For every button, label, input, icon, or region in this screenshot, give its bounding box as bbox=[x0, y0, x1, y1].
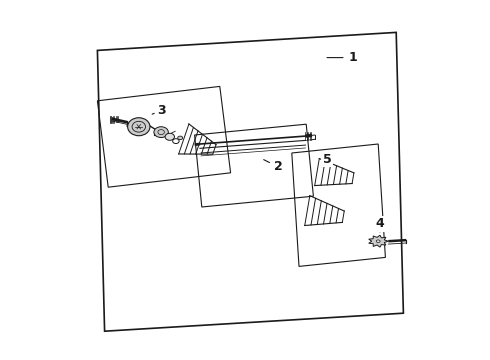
Text: 5: 5 bbox=[323, 153, 331, 166]
Text: 3: 3 bbox=[157, 104, 166, 117]
Ellipse shape bbox=[154, 127, 169, 138]
Ellipse shape bbox=[127, 118, 150, 136]
Ellipse shape bbox=[178, 136, 183, 140]
Polygon shape bbox=[369, 235, 388, 247]
Ellipse shape bbox=[165, 133, 174, 140]
Text: 1: 1 bbox=[348, 51, 357, 64]
Text: 4: 4 bbox=[376, 217, 384, 230]
Text: 2: 2 bbox=[274, 160, 283, 173]
Ellipse shape bbox=[376, 240, 380, 243]
